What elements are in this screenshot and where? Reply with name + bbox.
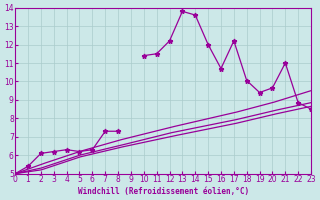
X-axis label: Windchill (Refroidissement éolien,°C): Windchill (Refroidissement éolien,°C) [77,187,249,196]
